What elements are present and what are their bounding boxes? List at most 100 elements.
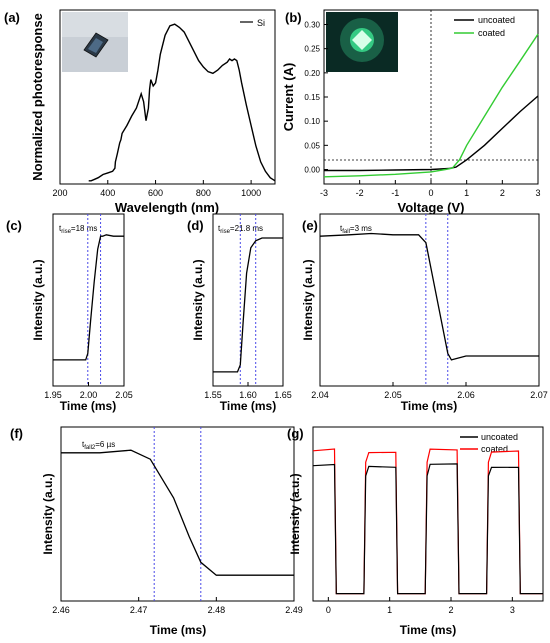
x-tick-label-a: 400 (100, 188, 115, 198)
x-ticks-b: -3 -2 -1 0 1 2 3 (320, 180, 541, 198)
x-tick-label-c: 1.95 (44, 390, 62, 400)
x-tick-label-f: 2.49 (285, 605, 303, 615)
panel-f: (f) tfall2=6 µs 2.46 2.47 2.48 2.49 Time (m… (10, 426, 303, 637)
markers-c (87, 214, 102, 386)
plot-frame-f (60, 426, 295, 602)
x-tick-label-e: 2.06 (457, 390, 475, 400)
y-tick-label-b: 0.05 (304, 141, 320, 150)
series-line-coated (323, 33, 539, 178)
x-tick-label-a: 200 (52, 188, 67, 198)
x-ticks-c: 1.95 2.00 2.05 (44, 382, 133, 400)
x-ticks-f: 2.46 2.47 2.48 2.49 (52, 597, 303, 615)
y-axis-label-g: Intensity (a.u.) (288, 473, 302, 554)
annotation-d: trise=21.8 ms (218, 224, 263, 235)
y-tick-label-b: 0.25 (304, 45, 320, 54)
y-tick-label-b: 0.10 (304, 117, 320, 126)
y-axis-label-a: Normalized photoresponse (30, 13, 45, 181)
x-axis-label-g: Time (ms) (400, 623, 456, 637)
x-axis-label-b: Voltage (V) (398, 200, 465, 215)
x-ticks-g: 0 1 2 3 (326, 597, 515, 615)
x-tick-label-a: 1000 (241, 188, 261, 198)
plot-frame-e (319, 213, 540, 387)
plot-frame-d (212, 213, 284, 387)
y-tick-label-b: 0.20 (304, 69, 320, 78)
x-tick-label-e: 2.04 (311, 390, 329, 400)
panel-d: (d) trise=21.8 ms 1.55 1.60 1.65 Time (ms)… (187, 213, 292, 413)
x-tick-label-f: 2.46 (52, 605, 70, 615)
series-line-f (61, 449, 294, 576)
x-tick-label-c: 2.05 (115, 390, 133, 400)
panel-label-f: (f) (10, 426, 23, 441)
panel-g: (g) uncoated coated 0 1 2 3 Time (ms) Inten… (287, 426, 544, 637)
plot-frame-g (312, 426, 544, 602)
x-tick-label-d: 1.55 (204, 390, 222, 400)
x-axis-label-c: Time (ms) (60, 399, 116, 413)
legend-label-coated-g: coated (481, 444, 508, 454)
annotation-e: tfall=3 ms (340, 224, 372, 235)
panel-c: (c) trise=18 ms 1.95 2.00 2.05 Time (ms) I… (6, 213, 133, 413)
x-tick-label-b: -1 (391, 188, 399, 198)
x-tick-label-b: 3 (535, 188, 540, 198)
x-tick-label-g: 0 (326, 605, 331, 615)
x-tick-label-d: 1.60 (239, 390, 257, 400)
y-axis-label-e: Intensity (a.u.) (301, 259, 315, 340)
x-tick-label-a: 600 (148, 188, 163, 198)
panel-label-c: (c) (6, 218, 22, 233)
y-tick-label-b: 0.15 (304, 93, 320, 102)
x-axis-label-d: Time (ms) (220, 399, 276, 413)
annotation-c: trise=18 ms (59, 224, 97, 235)
x-axis-label-a: Wavelength (nm) (115, 200, 219, 215)
series-line-uncoated-g (312, 463, 543, 595)
panel-b: (b) uncoated coated -3 -2 -1 0 1 2 3 0.000.050… (281, 9, 541, 215)
legend-label-uncoated-g: uncoated (481, 432, 518, 442)
y-axis-label-d: Intensity (a.u.) (191, 259, 205, 340)
x-ticks-e: 2.04 2.05 2.06 2.07 (311, 382, 548, 400)
panel-label-b: (b) (285, 10, 302, 25)
x-tick-label-e: 2.05 (384, 390, 402, 400)
x-axis-label-e: Time (ms) (401, 399, 457, 413)
panel-label-d: (d) (187, 218, 204, 233)
x-ticks-a: 200 400 600 800 1000 (52, 180, 261, 198)
legend-g: uncoated coated (460, 432, 518, 454)
x-tick-label-g: 1 (387, 605, 392, 615)
markers-d (239, 214, 257, 386)
annotation-f: tfall2=6 µs (82, 440, 115, 451)
legend-label-a: Si (257, 18, 265, 28)
x-tick-label-b: -2 (356, 188, 364, 198)
x-tick-label-g: 3 (510, 605, 515, 615)
panel-a: (a) Si 200 400 600 800 1000 Wavelength (nm) … (4, 9, 276, 215)
series-line-si (88, 23, 276, 182)
x-tick-label-b: 0 (428, 188, 433, 198)
series-line-e (319, 232, 539, 361)
panel-label-a: (a) (4, 10, 20, 25)
x-tick-label-f: 2.48 (208, 605, 226, 615)
plot-frame-a (59, 9, 276, 185)
panel-e: (e) tfall=3 ms 2.04 2.05 2.06 2.07 Time (ms… (301, 213, 548, 413)
x-tick-label-b: -3 (320, 188, 328, 198)
x-tick-label-d: 1.65 (274, 390, 292, 400)
y-axis-label-c: Intensity (a.u.) (31, 259, 45, 340)
legend-label-coated-b: coated (478, 28, 505, 38)
y-tick-label-b: 0.00 (304, 166, 320, 175)
x-axis-label-f: Time (ms) (150, 623, 206, 637)
x-tick-label-f: 2.47 (130, 605, 148, 615)
markers-f (153, 427, 202, 601)
x-tick-label-e: 2.07 (530, 390, 548, 400)
x-tick-label-b: 2 (500, 188, 505, 198)
y-ticks-b: 0.00 0.05 0.10 0.15 0.20 0.25 0.30 (304, 21, 328, 175)
panel-label-e: (e) (302, 218, 318, 233)
x-tick-label-c: 2.00 (80, 390, 98, 400)
x-tick-label-a: 800 (196, 188, 211, 198)
inset-photo-b (326, 12, 398, 72)
legend-b: uncoated coated (454, 15, 515, 38)
y-tick-label-b: 0.30 (304, 21, 320, 30)
series-line-c (53, 234, 124, 361)
legend-label-uncoated-b: uncoated (478, 15, 515, 25)
x-tick-label-g: 2 (448, 605, 453, 615)
panel-label-g: (g) (287, 426, 304, 441)
series-line-uncoated (324, 95, 539, 172)
y-axis-label-b: Current (A) (281, 63, 296, 132)
y-axis-label-f: Intensity (a.u.) (41, 473, 55, 554)
series-line-d (213, 237, 283, 373)
